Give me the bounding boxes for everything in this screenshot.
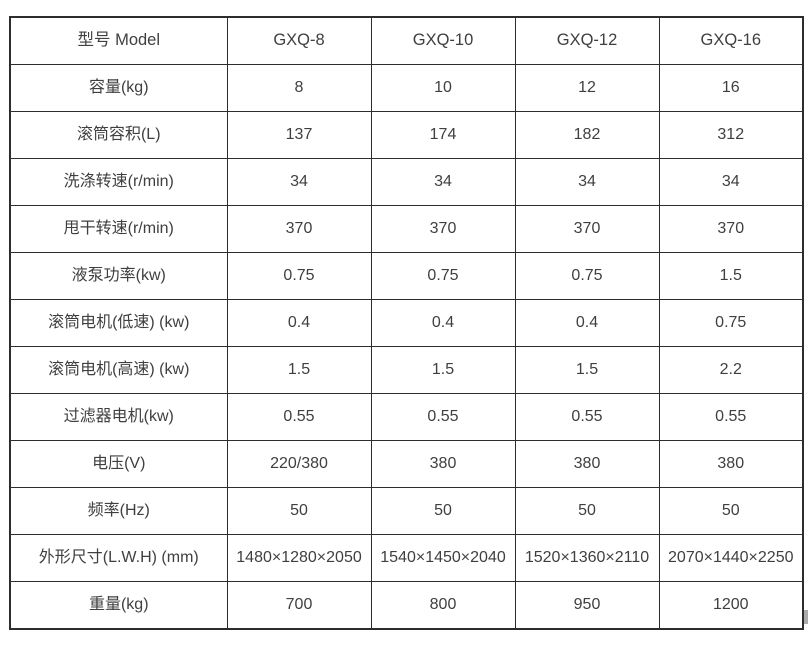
cell: 1520×1360×2110 [514,534,660,582]
cell: 0.55 [514,393,660,441]
cell: 312 [658,111,804,159]
cell: 380 [514,440,660,488]
cell: 137 [226,111,372,159]
cell: 0.4 [370,299,516,347]
cell: 0.4 [514,299,660,347]
table-row: 滚筒容积(L) 137 174 182 312 [9,111,804,159]
cell: 34 [370,158,516,206]
cell: 800 [370,581,516,630]
row-label: 容量(kg) [9,64,228,112]
row-label: 液泵功率(kw) [9,252,228,300]
cell: 2.2 [658,346,804,394]
row-label: 电压(V) [9,440,228,488]
cell: 16 [658,64,804,112]
cell: 370 [514,205,660,253]
cell: 0.75 [370,252,516,300]
cell: 220/380 [226,440,372,488]
table-row: 滚筒电机(高速) (kw) 1.5 1.5 1.5 2.2 [9,346,804,394]
cell: 50 [226,487,372,535]
cell: 370 [658,205,804,253]
row-label: 外形尺寸(L.W.H) (mm) [9,534,228,582]
column-header-gxq12: GXQ-12 [514,16,660,65]
header-row: 型号 Model GXQ-8 GXQ-10 GXQ-12 GXQ-16 [9,16,804,65]
row-label: 重量(kg) [9,581,228,630]
spec-table: 型号 Model GXQ-8 GXQ-10 GXQ-12 GXQ-16 容量(k… [9,16,804,630]
cell: 50 [514,487,660,535]
cell: 1200 [658,581,804,630]
table-row: 频率(Hz) 50 50 50 50 [9,487,804,535]
cell: 10 [370,64,516,112]
table-row: 容量(kg) 8 10 12 16 [9,64,804,112]
cell: 380 [370,440,516,488]
row-label: 甩干转速(r/min) [9,205,228,253]
cell: 174 [370,111,516,159]
cell: 1.5 [370,346,516,394]
table-row: 重量(kg) 700 800 950 1200 [9,581,804,630]
cell: 0.75 [514,252,660,300]
row-label: 滚筒容积(L) [9,111,228,159]
cell: 0.55 [226,393,372,441]
cell: 1.5 [226,346,372,394]
cell: 0.75 [658,299,804,347]
cell: 0.55 [658,393,804,441]
table-row: 液泵功率(kw) 0.75 0.75 0.75 1.5 [9,252,804,300]
cell: 950 [514,581,660,630]
cell: 0.75 [226,252,372,300]
table-row: 电压(V) 220/380 380 380 380 [9,440,804,488]
cell: 1.5 [514,346,660,394]
cell: 700 [226,581,372,630]
row-label: 滚筒电机(低速) (kw) [9,299,228,347]
cell: 50 [370,487,516,535]
row-label: 频率(Hz) [9,487,228,535]
table-row: 甩干转速(r/min) 370 370 370 370 [9,205,804,253]
cell: 370 [226,205,372,253]
cell: 1.5 [658,252,804,300]
table-row: 滚筒电机(低速) (kw) 0.4 0.4 0.4 0.75 [9,299,804,347]
row-label: 过滤器电机(kw) [9,393,228,441]
cell: 34 [658,158,804,206]
table-row: 外形尺寸(L.W.H) (mm) 1480×1280×2050 1540×145… [9,534,804,582]
cell: 34 [226,158,372,206]
cell: 370 [370,205,516,253]
table-row: 洗涤转速(r/min) 34 34 34 34 [9,158,804,206]
page-edge-artifact [804,610,808,624]
row-label: 洗涤转速(r/min) [9,158,228,206]
cell: 1480×1280×2050 [226,534,372,582]
table-row: 过滤器电机(kw) 0.55 0.55 0.55 0.55 [9,393,804,441]
cell: 8 [226,64,372,112]
column-header-gxq8: GXQ-8 [226,16,372,65]
column-header-gxq10: GXQ-10 [370,16,516,65]
cell: 1540×1450×2040 [370,534,516,582]
cell: 0.55 [370,393,516,441]
cell: 380 [658,440,804,488]
column-header-gxq16: GXQ-16 [658,16,804,65]
cell: 0.4 [226,299,372,347]
cell: 34 [514,158,660,206]
cell: 2070×1440×2250 [658,534,804,582]
cell: 12 [514,64,660,112]
cell: 182 [514,111,660,159]
row-label: 滚筒电机(高速) (kw) [9,346,228,394]
cell: 50 [658,487,804,535]
column-header-model: 型号 Model [9,16,228,65]
